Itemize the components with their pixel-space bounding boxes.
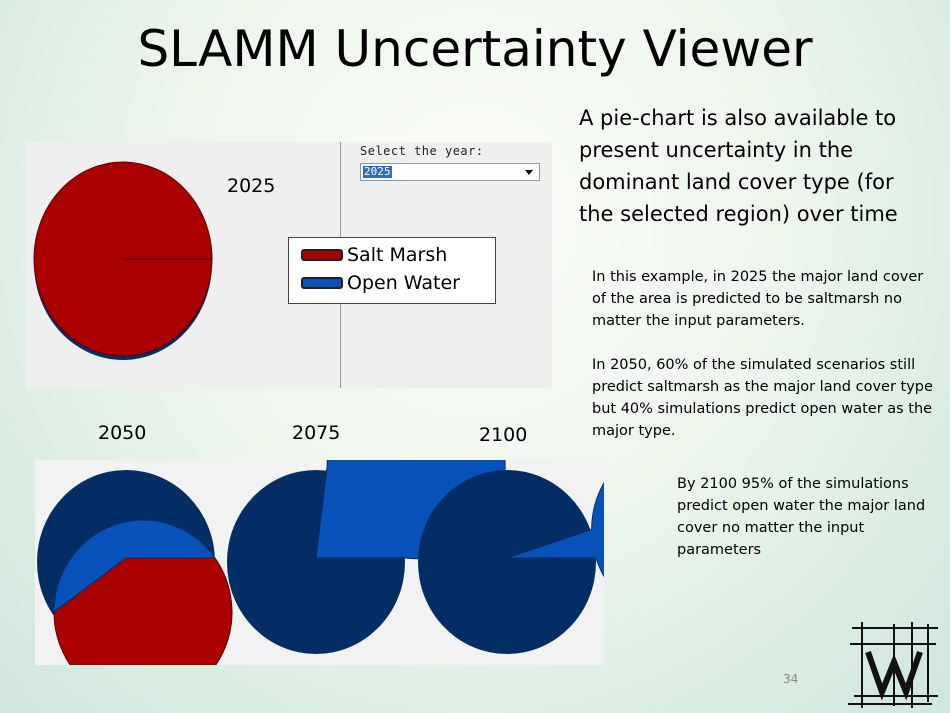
note-2100: By 2100 95% of the simulations predict o… bbox=[677, 476, 926, 558]
pie-2050-slice-salt-marsh bbox=[53, 557, 233, 665]
w-logo-icon bbox=[848, 622, 938, 708]
year-select-value: 2025 bbox=[363, 165, 392, 178]
legend-label-open-water: Open Water bbox=[347, 272, 460, 294]
pie-title-2100: 2100 bbox=[479, 424, 528, 446]
legend: Salt Marsh Open Water bbox=[288, 237, 496, 304]
pie-chart-2025 bbox=[33, 161, 213, 360]
pie-2100-slice-open-water bbox=[506, 481, 604, 578]
uncertainty-viewer-panel: 2025 Select the year: 2025 Salt Marsh Op… bbox=[26, 142, 552, 388]
legend-swatch-salt-marsh bbox=[301, 249, 343, 261]
pie-charts-over-time bbox=[37, 460, 604, 665]
pie-2050-slice-open-water bbox=[53, 519, 216, 614]
note-2025: In this example, in 2025 the major land … bbox=[592, 269, 924, 329]
year-select[interactable]: 2025 bbox=[360, 163, 540, 181]
pie-charts-over-time-panel bbox=[35, 460, 604, 665]
legend-label-salt-marsh: Salt Marsh bbox=[347, 244, 448, 266]
pie-title-2050: 2050 bbox=[98, 422, 147, 444]
legend-swatch-open-water bbox=[301, 277, 343, 289]
pie-title-2075: 2075 bbox=[292, 422, 341, 444]
pie-chart-2050 bbox=[37, 470, 233, 665]
pie-2100-edge bbox=[418, 470, 596, 654]
pie-chart-2100 bbox=[418, 470, 604, 654]
intro-text: A pie-chart is also available to present… bbox=[579, 106, 898, 226]
select-year-label: Select the year: bbox=[360, 144, 484, 158]
note-2050: In 2050, 60% of the simulated scenarios … bbox=[592, 357, 933, 439]
page-number: 34 bbox=[783, 672, 799, 686]
pie-title-2025: 2025 bbox=[227, 175, 276, 197]
dropdown-arrow-icon[interactable] bbox=[525, 170, 533, 175]
slide-title: SLAMM Uncertainty Viewer bbox=[137, 20, 813, 78]
